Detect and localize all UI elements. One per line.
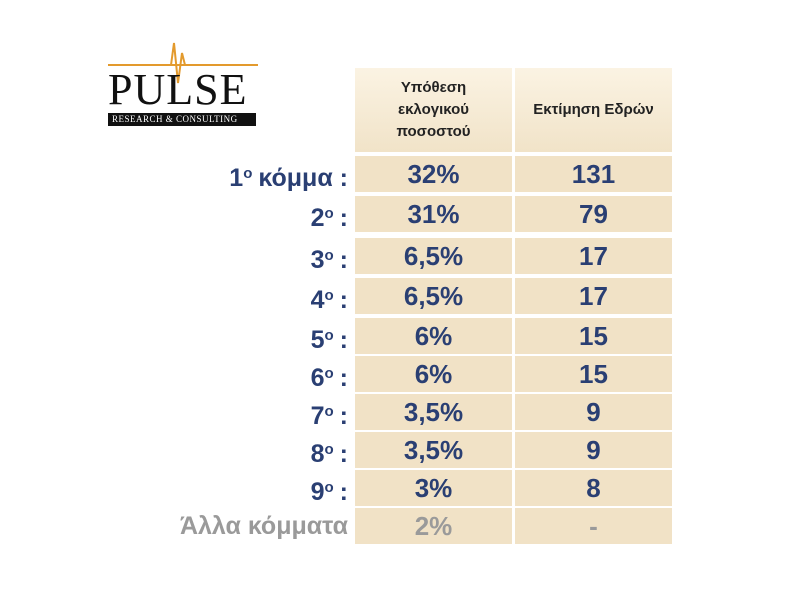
table-cell: 9 xyxy=(515,432,672,468)
table-cell: 79 xyxy=(515,196,672,232)
row-label: 9ο: xyxy=(18,470,348,506)
label-number: 3 xyxy=(310,246,325,274)
label-superscript: ο xyxy=(324,479,334,496)
logo-name: PULSE xyxy=(108,65,248,114)
table-cell: 17 xyxy=(515,278,672,314)
row-label: 2ο: xyxy=(18,196,348,232)
row-label: 5ο: xyxy=(18,318,348,354)
table-cell: 15 xyxy=(515,318,672,354)
logo: PULSE RESEARCH & CONSULTING xyxy=(108,38,258,130)
label-number: 8 xyxy=(310,440,325,468)
table-cell: 3% xyxy=(355,470,512,506)
table-cell: 2% xyxy=(355,508,512,544)
table-cell: 9 xyxy=(515,394,672,430)
label-rest: : xyxy=(339,286,348,314)
label-superscript: ο xyxy=(324,205,334,222)
label-superscript: ο xyxy=(324,327,334,344)
row-label: 8ο: xyxy=(18,432,348,468)
label-rest: : xyxy=(339,364,348,392)
header-cell: Εκτίμηση Εδρών xyxy=(515,68,672,152)
table-cell: 6,5% xyxy=(355,238,512,274)
table-cell: 32% xyxy=(355,156,512,192)
table-cell: 6% xyxy=(355,356,512,392)
label-rest: : xyxy=(339,326,348,354)
logo-graphic xyxy=(108,42,258,126)
table-cell: 17 xyxy=(515,238,672,274)
row-label: Άλλα κόμματα xyxy=(18,508,348,544)
label-number: 9 xyxy=(310,478,325,506)
table-cell: 31% xyxy=(355,196,512,232)
label-number: 2 xyxy=(310,204,325,232)
label-number: 7 xyxy=(310,402,325,430)
label-superscript: ο xyxy=(324,247,334,264)
label-superscript: ο xyxy=(243,165,253,182)
label-superscript: ο xyxy=(324,403,334,420)
label-rest: : xyxy=(339,440,348,468)
table-cell: 131 xyxy=(515,156,672,192)
table-cell: - xyxy=(515,508,672,544)
table-cell: 6,5% xyxy=(355,278,512,314)
label-superscript: ο xyxy=(324,287,334,304)
row-label: 3ο: xyxy=(18,238,348,274)
label-number: 6 xyxy=(310,364,325,392)
label-number: 1 xyxy=(229,164,244,192)
label-number: 4 xyxy=(310,286,325,314)
logo-tagline: RESEARCH & CONSULTING xyxy=(112,114,238,124)
row-label: 6ο: xyxy=(18,356,348,392)
label-rest: : xyxy=(339,402,348,430)
label-text: Άλλα κόμματα xyxy=(179,512,348,540)
table-cell: 3,5% xyxy=(355,394,512,430)
table-cell: 3,5% xyxy=(355,432,512,468)
label-number: 5 xyxy=(310,326,325,354)
label-rest: : xyxy=(339,246,348,274)
label-superscript: ο xyxy=(324,365,334,382)
table-cell: 6% xyxy=(355,318,512,354)
row-label: 1ο κόμμα : xyxy=(18,156,348,192)
row-label: 4ο: xyxy=(18,278,348,314)
label-rest: : xyxy=(339,478,348,506)
table-cell: 8 xyxy=(515,470,672,506)
label-rest: κόμμα : xyxy=(258,164,348,192)
header-cell: Υπόθεση εκλογικού ποσοστού xyxy=(355,68,512,152)
row-label: 7ο: xyxy=(18,394,348,430)
label-superscript: ο xyxy=(324,441,334,458)
label-rest: : xyxy=(339,204,348,232)
table-cell: 15 xyxy=(515,356,672,392)
